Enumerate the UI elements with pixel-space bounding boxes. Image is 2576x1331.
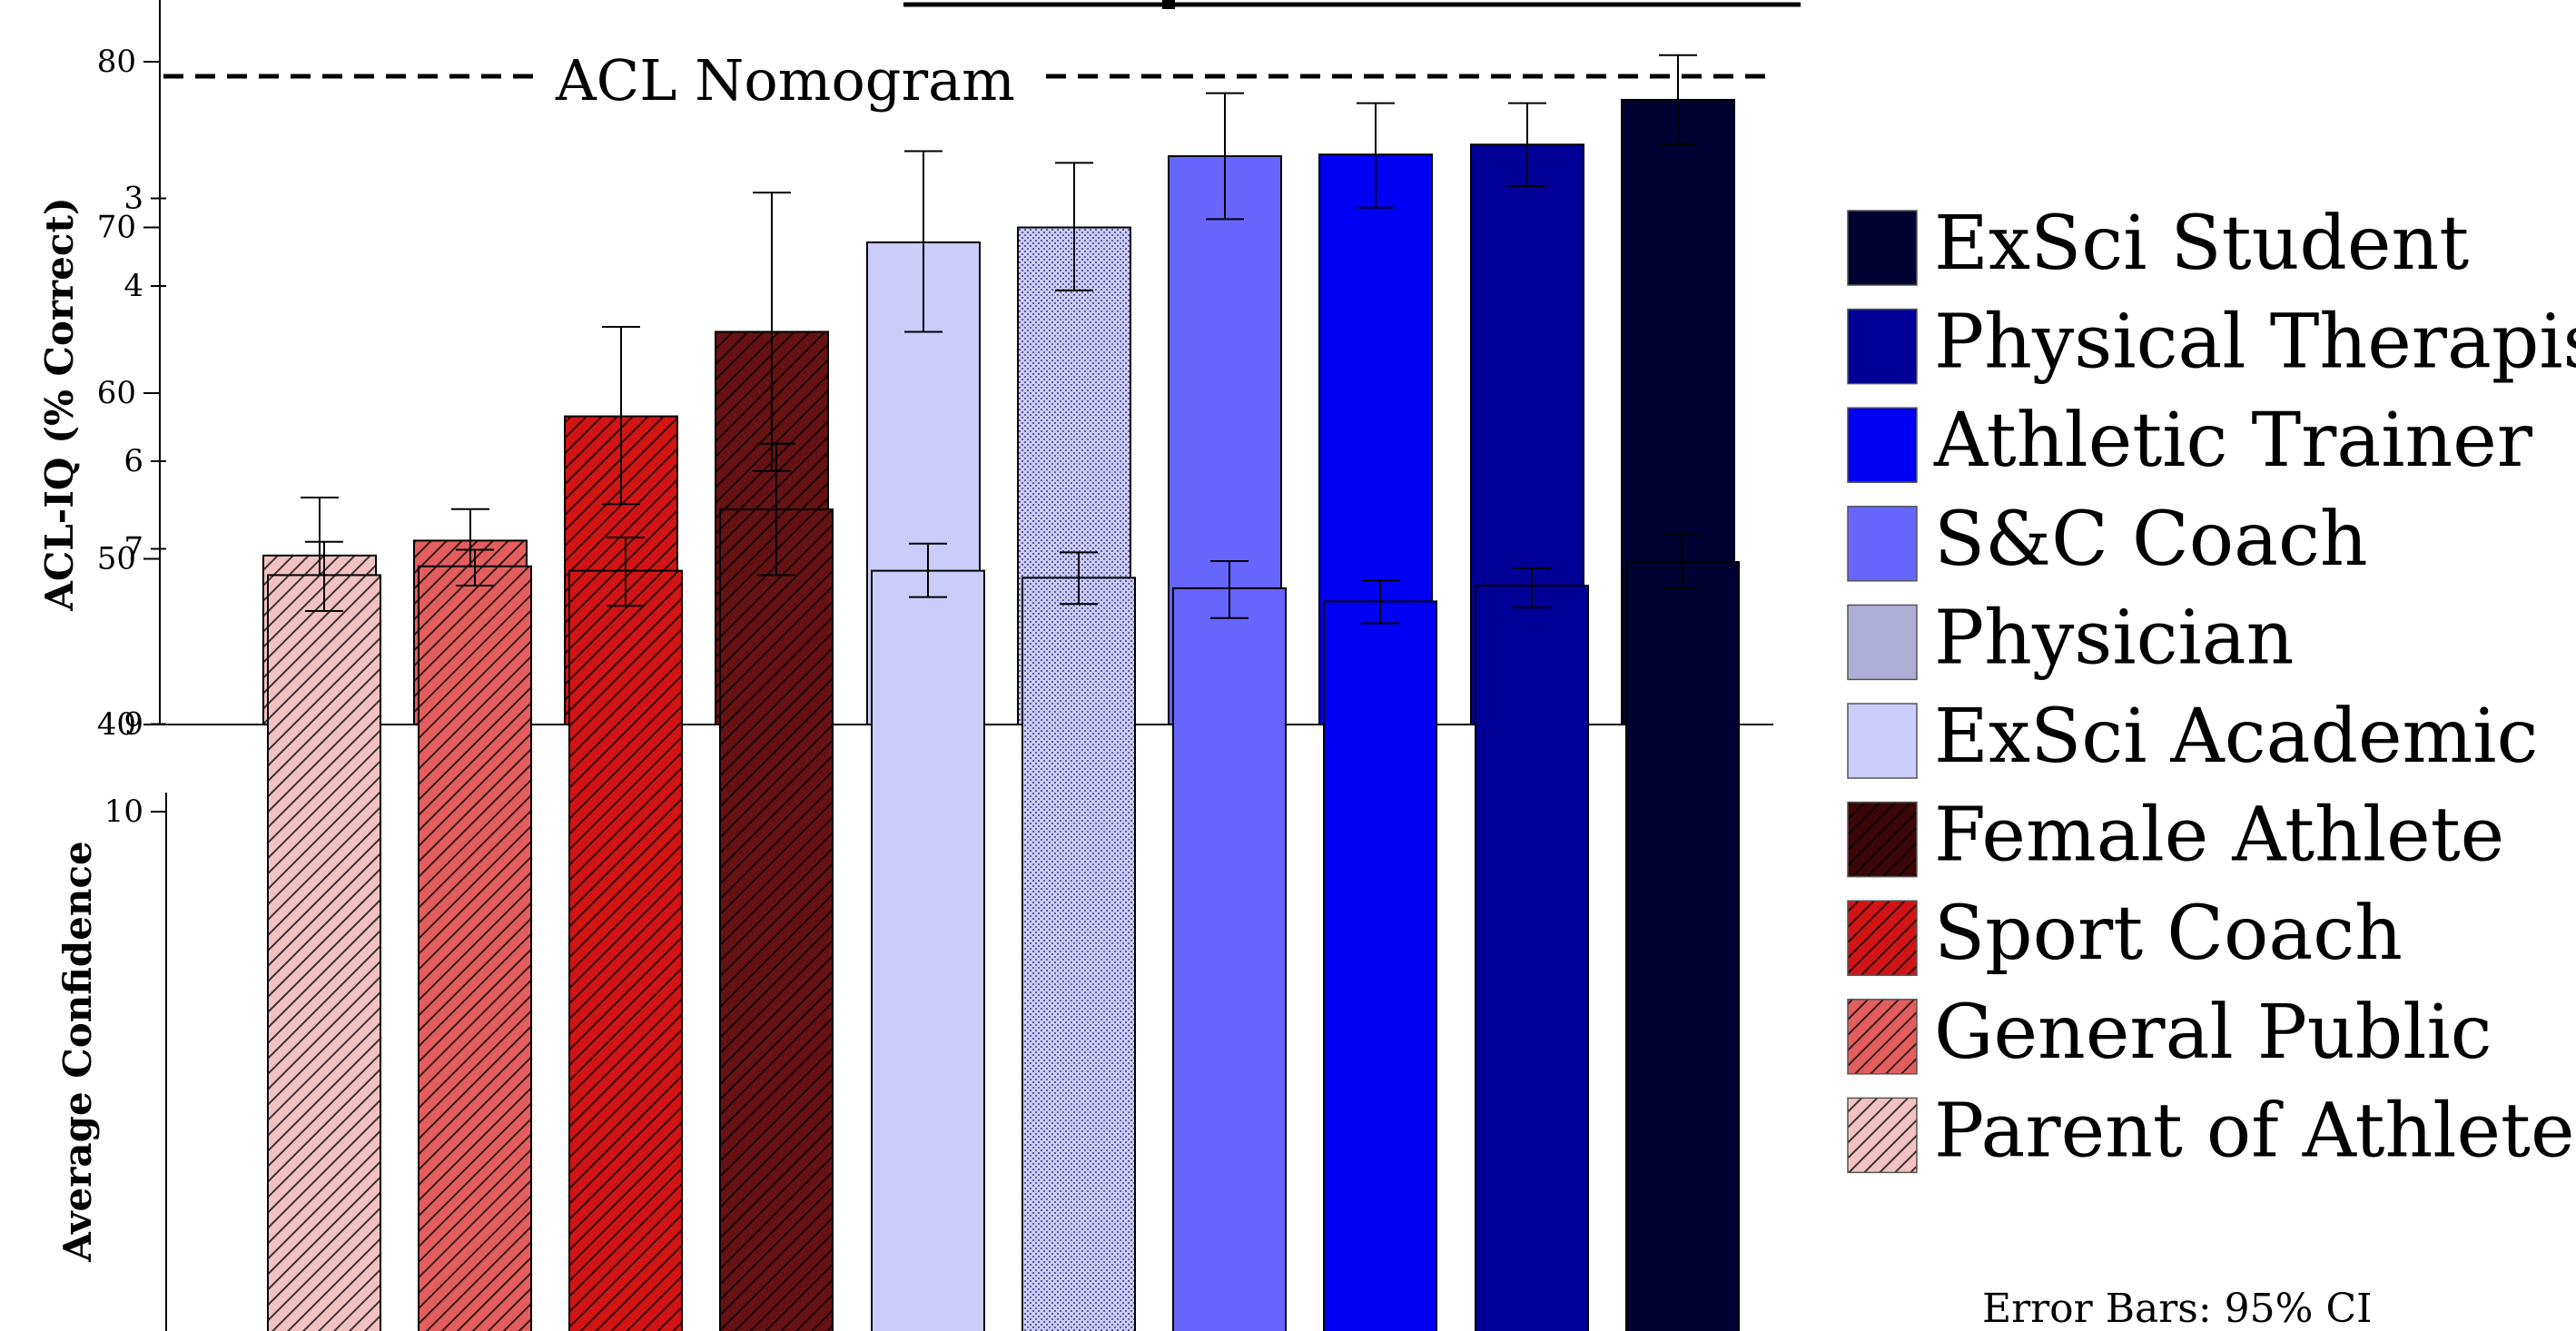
lower-bar-pattern xyxy=(419,566,531,1331)
legend-swatch-outline xyxy=(1847,900,1918,976)
lower-y-tick-label: 7 xyxy=(123,531,143,567)
upper-y-tick-label: 70 xyxy=(97,210,136,246)
legend-label: S&C Coach xyxy=(1934,497,2368,583)
legend-swatch xyxy=(1848,211,1917,285)
upper-bar-group xyxy=(1017,162,1131,725)
upper-y-tick-label: 50 xyxy=(97,541,136,577)
legend-swatch xyxy=(1848,704,1917,778)
legend-label: Parent of Athlete xyxy=(1934,1088,2575,1174)
legend-label: Female Athlete xyxy=(1934,793,2504,879)
lower-bar-group xyxy=(1323,579,1437,1331)
upper-y-tick-label: 80 xyxy=(97,44,136,80)
lower-bar xyxy=(1476,586,1588,1331)
lower-bar xyxy=(1626,561,1739,1331)
legend-swatch-outline xyxy=(1847,210,1918,286)
lower-bar-group xyxy=(1022,551,1136,1331)
lower-bar-group xyxy=(719,442,834,1331)
legend-swatch-outline xyxy=(1847,801,1918,878)
legend-item: General Public xyxy=(1847,990,2492,1076)
reference-line-label: ACL Nomogram xyxy=(555,47,1015,113)
legend-item: Parent of Athlete xyxy=(1847,1088,2575,1174)
lower-bar-group xyxy=(267,540,381,1331)
lower-bar-pattern xyxy=(720,509,833,1331)
lower-bar-pattern xyxy=(268,575,380,1331)
upper-y-axis-title: ACL-IQ (% Correct) xyxy=(37,197,82,612)
legend-label: General Public xyxy=(1934,990,2492,1076)
lower-bar-pattern xyxy=(1022,577,1135,1331)
lower-bars xyxy=(267,442,1740,1331)
lower-y-ticks: 3 4 6 7 9 10 xyxy=(104,181,166,830)
significance-bracket xyxy=(903,0,1801,9)
legend-swatch-outline xyxy=(1847,999,1918,1075)
lower-y-axis-title: Average Confidence xyxy=(55,841,100,1263)
legend-swatch-pattern xyxy=(1848,999,1917,1074)
legend-swatch-outline xyxy=(1847,1097,1918,1174)
legend-label: ExSci Student xyxy=(1934,201,2469,287)
legend-swatch-outline xyxy=(1847,407,1918,483)
legend-swatch-pattern xyxy=(1848,1098,1917,1173)
legend-item: Female Athlete xyxy=(1847,793,2504,879)
legend-swatch-outline xyxy=(1847,604,1918,681)
legend-label: Physician xyxy=(1934,595,2294,681)
legend-item: Athletic Trainer xyxy=(1847,398,2533,484)
lower-y-tick-label: 6 xyxy=(123,443,143,479)
legend-label: Physical Therapist xyxy=(1934,300,2576,386)
legend-item: Physician xyxy=(1847,595,2294,681)
legend-label: Sport Coach xyxy=(1934,891,2403,977)
legend-swatch-outline xyxy=(1847,506,1918,582)
legend-item: ExSci Student xyxy=(1847,201,2469,287)
lower-bar xyxy=(1324,601,1436,1331)
legend-item: S&C Coach xyxy=(1847,497,2368,583)
lower-y-tick-label: 4 xyxy=(123,268,143,304)
lower-bar xyxy=(872,570,984,1331)
lower-bar-group xyxy=(871,542,985,1331)
error-bars-note: Error Bars: 95% CI xyxy=(1982,1286,2373,1331)
upper-y-tick-label: 60 xyxy=(97,375,136,411)
legend-swatch-outline xyxy=(1847,703,1918,779)
lower-bar-group xyxy=(1475,567,1589,1331)
legend-swatch-pattern xyxy=(1848,901,1917,976)
legend-item: Sport Coach xyxy=(1847,891,2403,977)
lower-y-tick-label: 10 xyxy=(104,794,143,830)
legend-label: Athletic Trainer xyxy=(1933,398,2533,484)
legend-item: Physical Therapist xyxy=(1847,300,2576,386)
legend-item: ExSci Academic xyxy=(1847,694,2538,780)
legend: ExSci Student Physical Therapist Athletic … xyxy=(1847,201,2576,1174)
lower-y-tick-label: 9 xyxy=(123,706,143,743)
legend-swatch-outline xyxy=(1847,308,1918,385)
lower-bar xyxy=(1173,587,1286,1331)
legend-swatch-pattern xyxy=(1848,802,1917,877)
legend-label: ExSci Academic xyxy=(1934,694,2538,780)
reference-line: ACL Nomogram xyxy=(163,47,1773,113)
lower-bar-group xyxy=(568,536,683,1331)
lower-y-tick-label: 3 xyxy=(123,181,143,217)
legend-swatch xyxy=(1848,309,1917,384)
lower-bar-group xyxy=(418,548,532,1331)
upper-y-ticks: 40 50 60 70 80 xyxy=(97,44,160,743)
upper-y-tick-label: 40 xyxy=(97,706,136,743)
legend-swatch xyxy=(1848,605,1917,680)
lower-bar-group xyxy=(1172,560,1287,1331)
lower-bar-group xyxy=(1625,533,1740,1331)
legend-swatch xyxy=(1848,408,1917,483)
legend-swatch xyxy=(1848,506,1917,581)
lower-bar-pattern xyxy=(569,570,682,1331)
